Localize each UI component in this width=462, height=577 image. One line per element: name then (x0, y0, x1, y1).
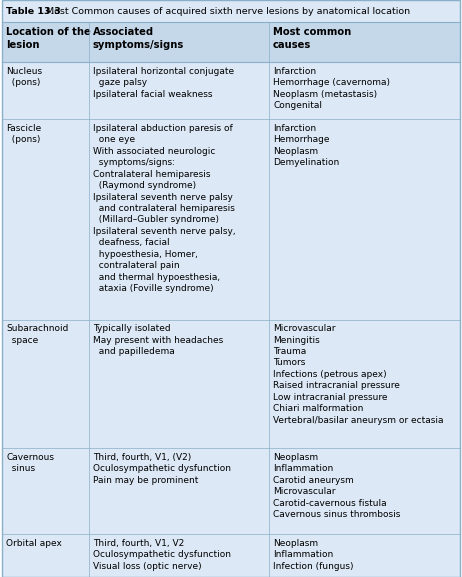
Text: Most Common causes of acquired sixth nerve lesions by anatomical location: Most Common causes of acquired sixth ner… (40, 6, 410, 16)
Text: Ipsilateral horizontal conjugate
  gaze palsy
Ipsilateral facial weakness: Ipsilateral horizontal conjugate gaze pa… (93, 66, 234, 99)
Bar (2, 534, 460, 577)
Bar (2, 448, 460, 534)
Text: Microvascular
Meningitis
Trauma
Tumors
Infections (petrous apex)
Raised intracra: Microvascular Meningitis Trauma Tumors I… (273, 324, 444, 425)
Text: Cavernous
  sinus: Cavernous sinus (6, 453, 54, 473)
Text: Infarction
Hemorrhage (cavernoma)
Neoplasm (metastasis)
Congenital: Infarction Hemorrhage (cavernoma) Neopla… (273, 66, 390, 110)
Text: Location of the
lesion: Location of the lesion (6, 27, 91, 50)
Text: Third, fourth, V1, V2
Oculosympathetic dysfunction
Visual loss (optic nerve): Third, fourth, V1, V2 Oculosympathetic d… (93, 539, 231, 571)
Bar (2, 62, 460, 119)
Text: Orbital apex: Orbital apex (6, 539, 62, 548)
Text: Fascicle
  (pons): Fascicle (pons) (6, 124, 41, 144)
Text: Infarction
Hemorrhage
Neoplasm
Demyelination: Infarction Hemorrhage Neoplasm Demyelina… (273, 124, 339, 167)
Text: Table 13.3: Table 13.3 (6, 6, 61, 16)
Text: Associated
symptoms/signs: Associated symptoms/signs (93, 27, 184, 50)
Text: Typically isolated
May present with headaches
  and papilledema: Typically isolated May present with head… (93, 324, 223, 356)
Text: Nucleus
  (pons): Nucleus (pons) (6, 66, 42, 87)
Text: Ipsilateral abduction paresis of
  one eye
With associated neurologic
  symptoms: Ipsilateral abduction paresis of one eye… (93, 124, 236, 293)
Text: Neoplasm
Inflammation
Infection (fungus): Neoplasm Inflammation Infection (fungus) (273, 539, 353, 571)
Text: Third, fourth, V1, (V2)
Oculosympathetic dysfunction
Pain may be prominent: Third, fourth, V1, (V2) Oculosympathetic… (93, 453, 231, 485)
Text: Most common
causes: Most common causes (273, 27, 351, 50)
Bar (2, 22, 460, 62)
Bar (2, 119, 460, 320)
Bar (2, 320, 460, 448)
Text: Subarachnoid
  space: Subarachnoid space (6, 324, 68, 344)
Bar (2, 0, 460, 22)
Text: Neoplasm
Inflammation
Carotid aneurysm
Microvascular
Carotid-cavernous fistula
C: Neoplasm Inflammation Carotid aneurysm M… (273, 453, 401, 519)
